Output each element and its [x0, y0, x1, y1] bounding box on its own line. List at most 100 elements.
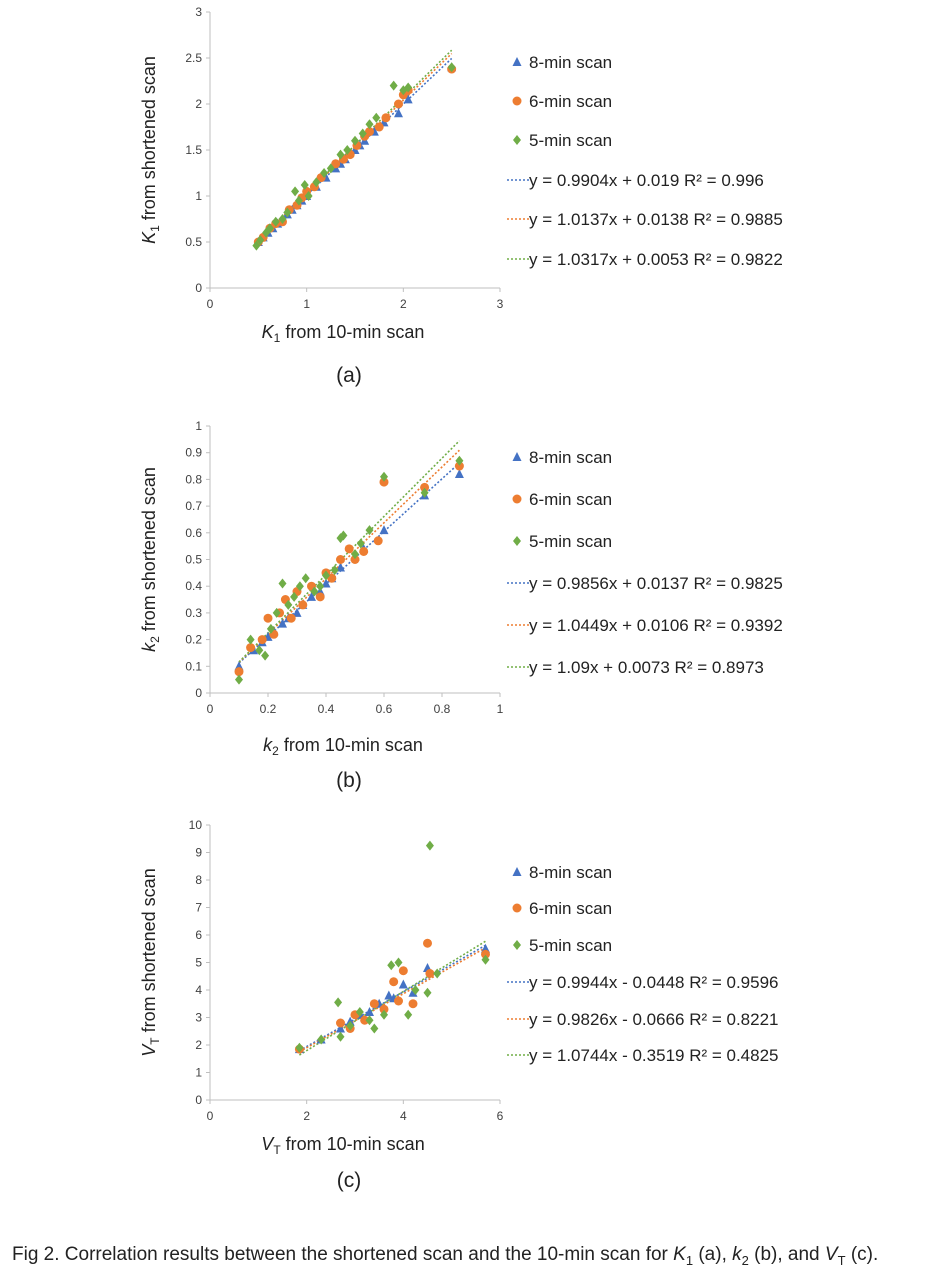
- data-point: [420, 482, 430, 492]
- data-point: [365, 1007, 374, 1016]
- y-tick-label: 0: [195, 281, 202, 295]
- data-point: [343, 145, 352, 155]
- data-point: [298, 600, 308, 610]
- data-point: [263, 613, 273, 623]
- data-point: [255, 645, 264, 656]
- legend-marker: [512, 494, 522, 504]
- y-tick-label: 0.2: [185, 633, 202, 647]
- x-tick-label: 0: [207, 297, 214, 311]
- legend-label: 5-min scan: [529, 936, 612, 955]
- data-point: [315, 592, 325, 602]
- data-point: [481, 954, 490, 965]
- data-point: [423, 938, 432, 948]
- caption-k2-suffix: (b), and: [748, 1244, 825, 1265]
- x-axis-title-rest: from 10-min scan: [280, 322, 424, 342]
- x-axis-title-letter: k: [263, 735, 273, 755]
- data-point: [278, 214, 287, 224]
- data-point: [425, 840, 434, 851]
- data-point: [312, 177, 321, 188]
- data-point: [394, 99, 403, 109]
- data-point: [339, 530, 348, 541]
- data-point: [310, 586, 319, 597]
- data-point: [359, 546, 369, 556]
- y-tick-label: 0.3: [185, 606, 202, 620]
- y-axis-title-sub: T: [148, 1037, 162, 1045]
- x-axis-title-letter: K: [262, 322, 275, 342]
- data-point: [447, 62, 456, 73]
- data-point: [272, 607, 281, 618]
- legend-marker: [513, 940, 521, 950]
- x-axis-title-rest: from 10-min scan: [281, 1134, 425, 1154]
- data-point: [336, 1018, 345, 1028]
- data-point: [398, 979, 408, 989]
- data-point: [350, 555, 360, 564]
- legend-marker: [512, 57, 522, 66]
- data-point: [454, 469, 464, 479]
- legend-label: 8-min scan: [529, 53, 612, 72]
- data-point: [307, 591, 316, 601]
- y-axis-title-rest: from shortened scan: [139, 868, 159, 1037]
- y-axis-title-letter: k: [139, 642, 159, 652]
- data-point: [336, 562, 345, 572]
- data-point: [301, 573, 310, 584]
- x-tick-label: 4: [400, 1109, 407, 1123]
- y-tick-label: 6: [195, 928, 202, 942]
- data-point: [358, 128, 367, 139]
- legend-trendline-label: y = 0.9856x + 0.0137 R² = 0.9825: [529, 574, 783, 593]
- legend-marker: [513, 536, 521, 546]
- panel-label: (a): [336, 364, 362, 387]
- x-tick-label: 0.6: [376, 702, 393, 716]
- data-point: [295, 581, 304, 592]
- legend-trendline-label: y = 0.9826x - 0.0666 R² = 0.8221: [529, 1010, 779, 1029]
- x-tick-label: 3: [497, 297, 504, 311]
- y-tick-label: 1: [195, 1066, 202, 1080]
- data-point: [454, 461, 464, 471]
- legend-label: 6-min scan: [529, 92, 612, 111]
- data-point: [394, 957, 403, 968]
- data-point: [379, 1004, 389, 1014]
- caption-k1-suffix: (a),: [693, 1244, 733, 1265]
- legend-label: 5-min scan: [529, 131, 612, 150]
- caption-prefix: Fig 2. Correlation results between the s…: [12, 1244, 674, 1265]
- x-tick-label: 1: [303, 297, 310, 311]
- data-point: [322, 570, 330, 581]
- y-tick-label: 0.1: [185, 659, 202, 673]
- y-tick-label: 5: [195, 956, 202, 970]
- x-axis-title-rest: from 10-min scan: [279, 735, 423, 755]
- y-tick-label: 0.7: [185, 499, 202, 513]
- x-tick-label: 2: [400, 297, 407, 311]
- data-point: [300, 179, 309, 190]
- data-point: [365, 525, 374, 536]
- y-tick-label: 10: [189, 818, 203, 832]
- data-point: [292, 607, 302, 617]
- data-point: [379, 477, 389, 487]
- x-axis-title: k2 from 10-min scan: [263, 735, 423, 758]
- y-axis-title-letter: K: [139, 231, 159, 244]
- data-point: [404, 1009, 413, 1020]
- data-point: [266, 623, 275, 634]
- data-point: [256, 235, 265, 246]
- data-point: [271, 216, 280, 227]
- y-axis-title-sub: 1: [148, 225, 162, 232]
- data-point: [336, 149, 345, 160]
- y-tick-label: 2: [195, 1038, 202, 1052]
- data-point: [336, 1031, 345, 1042]
- data-point: [330, 565, 339, 576]
- data-point: [346, 1020, 355, 1031]
- y-tick-label: 1: [195, 189, 202, 203]
- data-point: [294, 195, 303, 206]
- data-point: [286, 613, 296, 623]
- data-point: [365, 127, 374, 137]
- y-axis-title-letter: V: [139, 1043, 159, 1057]
- caption-k1-letter: K: [673, 1244, 686, 1265]
- data-point: [334, 997, 343, 1008]
- legend-trendline-label: y = 1.09x + 0.0073 R² = 0.8973: [529, 658, 764, 677]
- data-point: [278, 618, 287, 628]
- legend-marker: [512, 867, 522, 876]
- data-point: [372, 112, 381, 123]
- y-axis-title: k2 from shortened scan: [139, 467, 162, 652]
- data-point: [394, 996, 403, 1006]
- data-point: [389, 80, 398, 91]
